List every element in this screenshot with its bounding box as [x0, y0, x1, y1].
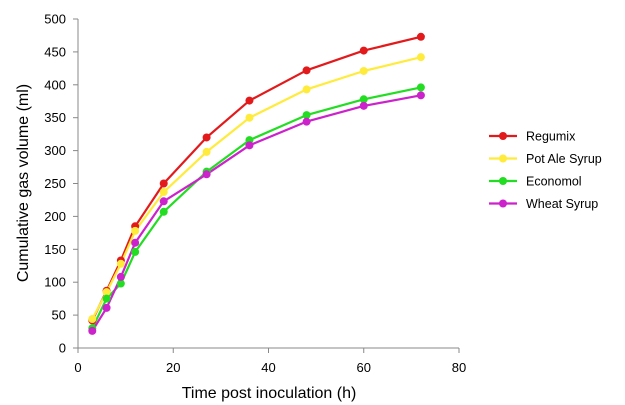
- data-point-wheat-syrup: [102, 303, 111, 312]
- legend-swatch-marker: [499, 199, 507, 208]
- y-axis-title: Cumulative gas volume (ml): [15, 84, 32, 282]
- legend-swatch-marker: [499, 177, 507, 185]
- series-line-economol: [91, 86, 422, 329]
- data-point-wheat-syrup: [416, 91, 425, 100]
- data-point-pot-ale-syrup: [102, 288, 111, 297]
- axes: [73, 18, 460, 353]
- legend-label: Wheat Syrup: [526, 197, 598, 211]
- data-point-wheat-syrup: [245, 141, 254, 150]
- data-point-pot-ale-syrup: [88, 315, 97, 324]
- data-point-wheat-syrup: [116, 272, 125, 281]
- y-tick-label: 250: [44, 176, 66, 191]
- data-point-wheat-syrup: [88, 326, 97, 335]
- legend-swatch-marker: [499, 154, 507, 163]
- x-tick-label: 60: [357, 360, 371, 375]
- plot-lines: [91, 35, 422, 332]
- data-point-pot-ale-syrup: [116, 259, 125, 268]
- legend-label: Economol: [526, 175, 582, 189]
- legend-swatch-marker: [499, 132, 507, 140]
- data-point-economol: [102, 294, 111, 303]
- data-point-wheat-syrup: [131, 238, 140, 247]
- data-point-regumix: [302, 66, 311, 75]
- legend-label: Pot Ale Syrup: [526, 152, 602, 166]
- y-tick-label: 450: [44, 44, 66, 59]
- x-tick-label: 0: [74, 360, 81, 375]
- data-point-economol: [359, 95, 368, 104]
- data-point-wheat-syrup: [202, 170, 211, 179]
- data-point-economol: [131, 247, 140, 256]
- data-point-pot-ale-syrup: [131, 226, 140, 235]
- x-axis-title: Time post inoculation (h): [182, 385, 357, 402]
- data-point-economol: [116, 279, 125, 288]
- series-line-pot-ale-syrup: [91, 56, 422, 320]
- data-point-regumix: [245, 96, 254, 105]
- data-point-regumix: [416, 32, 425, 41]
- data-point-regumix: [359, 46, 368, 55]
- data-point-pot-ale-syrup: [302, 85, 311, 94]
- y-tick-label: 50: [52, 308, 66, 323]
- data-point-regumix: [159, 179, 168, 188]
- plot-markers: [88, 32, 425, 335]
- data-point-pot-ale-syrup: [159, 188, 168, 197]
- data-point-regumix: [202, 133, 211, 142]
- data-point-pot-ale-syrup: [416, 53, 425, 62]
- data-point-economol: [159, 207, 168, 216]
- y-tick-label: 200: [44, 209, 66, 224]
- data-point-pot-ale-syrup: [245, 113, 254, 122]
- data-point-wheat-syrup: [159, 197, 168, 206]
- series-line-wheat-syrup: [91, 94, 422, 332]
- data-point-pot-ale-syrup: [359, 66, 368, 75]
- y-tick-label: 500: [44, 12, 66, 27]
- data-point-economol: [302, 111, 311, 120]
- x-tick-label: 20: [166, 360, 180, 375]
- legend: Regumix Pot Ale Syrup Economol Wheat Syrup: [489, 130, 602, 211]
- y-tick-label: 400: [44, 77, 66, 92]
- x-tick-label: 80: [452, 360, 466, 375]
- y-tick-label: 100: [44, 275, 66, 290]
- x-tick-label: 40: [261, 360, 275, 375]
- legend-label: Regumix: [526, 130, 576, 144]
- series-line-regumix: [91, 35, 422, 321]
- y-tick-label: 300: [44, 143, 66, 158]
- tick-labels: 0 50 100 150 200 250 300 350 400 450 500 0 20 40 60 80: [44, 12, 466, 376]
- data-point-economol: [416, 83, 425, 92]
- data-point-wheat-syrup: [302, 117, 311, 126]
- y-tick-label: 150: [44, 242, 66, 257]
- y-tick-label: 350: [44, 110, 66, 125]
- data-point-wheat-syrup: [359, 101, 368, 110]
- data-point-pot-ale-syrup: [202, 147, 211, 156]
- y-tick-label: 0: [59, 341, 66, 356]
